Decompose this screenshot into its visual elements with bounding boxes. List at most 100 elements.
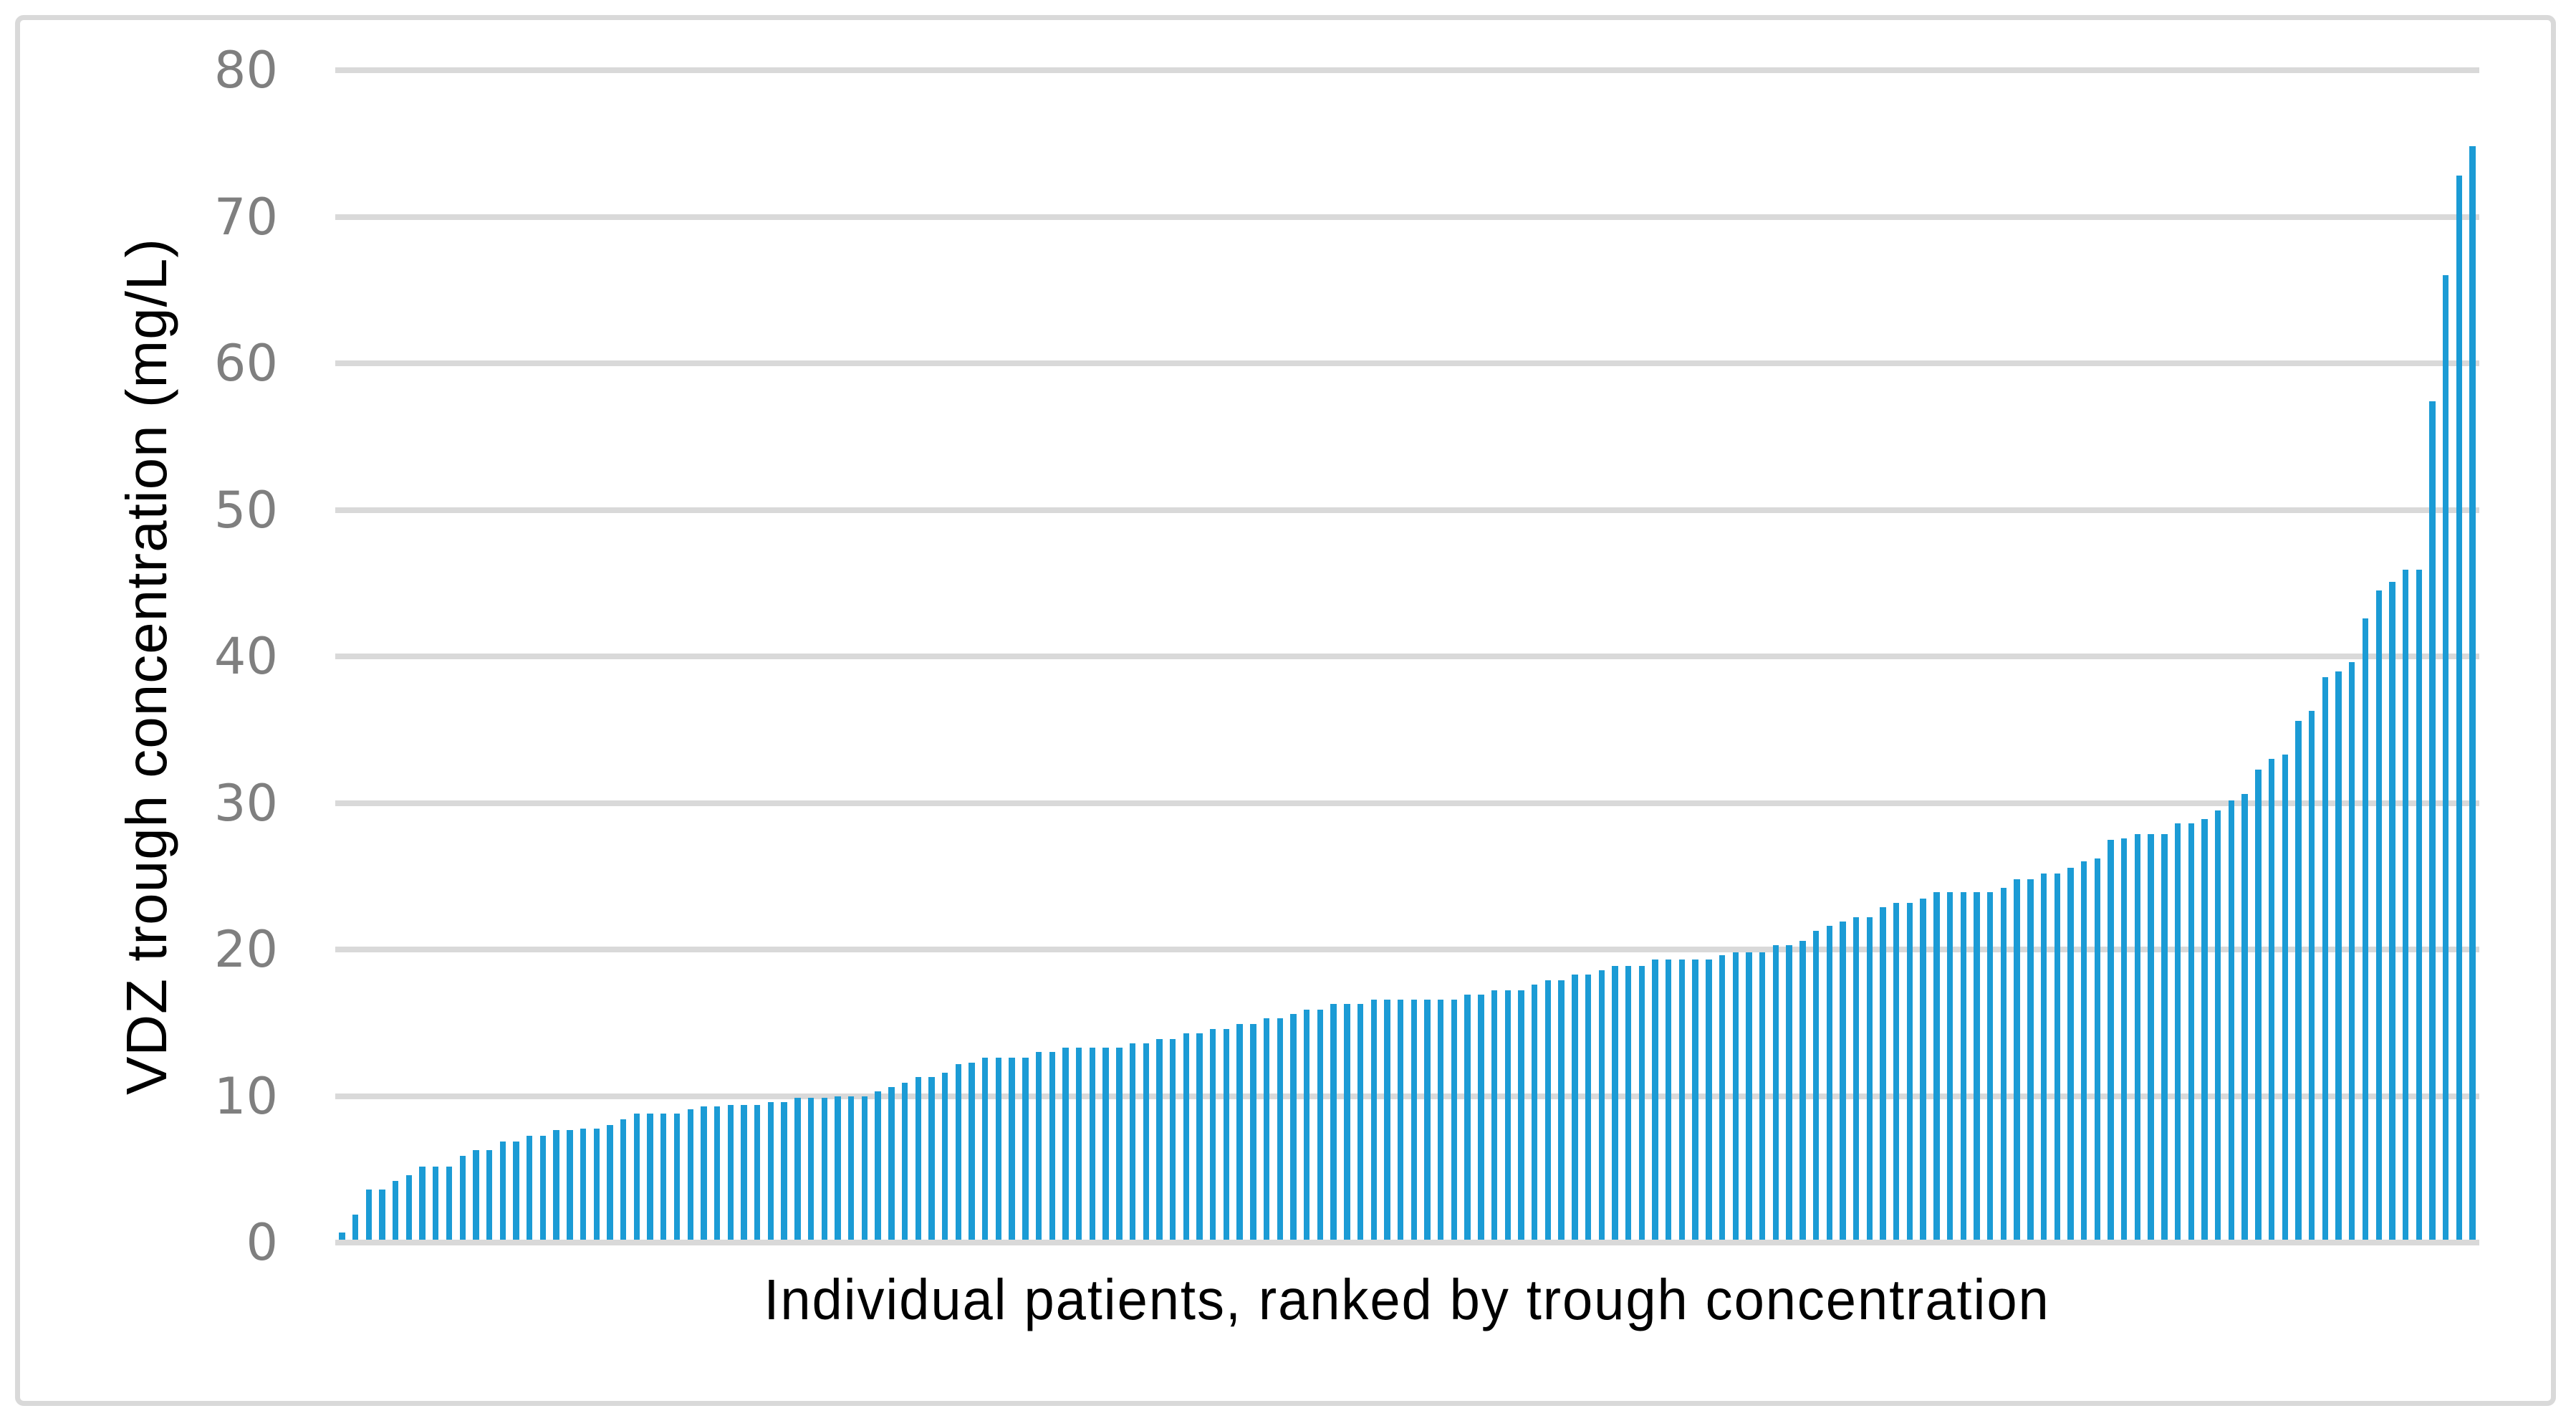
bar-patient-136 — [2148, 833, 2154, 1240]
bar-patient-44 — [915, 1077, 921, 1240]
bar-patient-10 — [459, 1156, 466, 1240]
y-tick-label-10: 10 — [213, 1066, 278, 1126]
bar-patient-104 — [1719, 955, 1726, 1240]
gridline-y-50 — [335, 507, 2479, 513]
bar-patient-93 — [1572, 974, 1578, 1240]
gridline-y-10 — [335, 1093, 2479, 1099]
bar-patient-74 — [1317, 1009, 1324, 1240]
bar-patient-142 — [2228, 800, 2235, 1240]
bar-patient-51 — [1009, 1058, 1015, 1240]
bar-patient-150 — [2335, 671, 2342, 1240]
bar-patient-84 — [1451, 999, 1458, 1240]
bar-patient-106 — [1746, 952, 1752, 1240]
bar-patient-70 — [1263, 1018, 1270, 1240]
bar-patient-58 — [1102, 1048, 1109, 1240]
bar-patient-20 — [593, 1128, 600, 1240]
bar-patient-160 — [2469, 146, 2476, 1240]
bar-patient-41 — [875, 1091, 881, 1240]
figure-border — [15, 15, 2556, 1406]
gridline-y-30 — [335, 800, 2479, 806]
bar-patient-62 — [1156, 1038, 1163, 1240]
bar-patient-36 — [807, 1097, 814, 1240]
bar-patient-61 — [1143, 1043, 1149, 1240]
gridline-y-60 — [335, 360, 2479, 366]
bar-patient-50 — [995, 1058, 1002, 1240]
bar-patient-101 — [1678, 960, 1686, 1240]
bar-patient-111 — [1812, 930, 1820, 1240]
bar-patient-67 — [1223, 1028, 1230, 1240]
bar-patient-69 — [1250, 1024, 1256, 1240]
bar-patient-131 — [2080, 861, 2087, 1240]
bar-patient-92 — [1558, 980, 1565, 1240]
bar-patient-73 — [1304, 1009, 1310, 1240]
bar-patient-22 — [620, 1119, 627, 1240]
y-tick-label-50: 50 — [213, 480, 278, 540]
bar-patient-103 — [1706, 960, 1712, 1240]
bar-patient-122 — [1960, 892, 1966, 1240]
bar-patient-43 — [901, 1083, 908, 1240]
bar-patient-96 — [1612, 965, 1618, 1240]
bar-patient-75 — [1330, 1003, 1337, 1240]
bar-patient-143 — [2241, 794, 2248, 1240]
bar-patient-80 — [1397, 999, 1404, 1240]
bar-patient-2 — [352, 1215, 359, 1240]
bar-patient-118 — [1906, 902, 1913, 1240]
bar-patient-125 — [2000, 888, 2007, 1240]
bar-patient-47 — [955, 1063, 962, 1240]
bar-patient-144 — [2255, 769, 2262, 1240]
gridline-y-0 — [335, 1240, 2479, 1245]
x-axis-title: Individual patients, ranked by trough co… — [764, 1268, 2050, 1331]
bar-patient-23 — [633, 1114, 640, 1240]
bar-patient-123 — [1974, 892, 1980, 1240]
bar-patient-17 — [553, 1129, 559, 1240]
y-tick-label-80: 80 — [213, 41, 278, 100]
bar-patient-117 — [1893, 902, 1900, 1240]
bar-patient-82 — [1424, 999, 1431, 1240]
bar-patient-128 — [2040, 873, 2047, 1240]
bar-patient-97 — [1625, 965, 1632, 1240]
bar-patient-133 — [2108, 839, 2114, 1240]
bar-patient-130 — [2067, 867, 2074, 1240]
bar-patient-28 — [701, 1106, 707, 1240]
bar-patient-56 — [1075, 1048, 1082, 1240]
bar-patient-27 — [687, 1109, 693, 1240]
bar-patient-109 — [1786, 944, 1792, 1240]
bar-patient-119 — [1920, 898, 1926, 1240]
bar-patient-124 — [1987, 892, 1994, 1240]
bar-patient-6 — [405, 1175, 413, 1240]
y-tick-label-60: 60 — [213, 334, 278, 393]
bar-patient-30 — [727, 1104, 734, 1240]
bar-patient-127 — [2027, 879, 2034, 1240]
bar-patient-99 — [1652, 960, 1658, 1240]
y-tick-label-40: 40 — [213, 627, 278, 686]
bar-patient-83 — [1438, 999, 1444, 1240]
bar-patient-159 — [2456, 176, 2463, 1240]
bar-patient-100 — [1666, 960, 1672, 1240]
bar-patient-87 — [1491, 990, 1498, 1240]
bar-patient-25 — [660, 1114, 667, 1240]
bar-patient-38 — [835, 1096, 841, 1240]
bar-patient-120 — [1933, 892, 1940, 1240]
bar-patient-149 — [2322, 676, 2329, 1240]
bar-patient-3 — [365, 1190, 372, 1240]
y-axis-title: VDZ trough concentration (mg/L) — [115, 238, 178, 1095]
bar-patient-113 — [1840, 922, 1846, 1240]
bar-patient-88 — [1504, 990, 1511, 1240]
bar-patient-7 — [419, 1166, 426, 1240]
bar-patient-49 — [982, 1058, 989, 1240]
bar-patient-85 — [1464, 995, 1471, 1240]
y-tick-label-70: 70 — [213, 187, 278, 247]
bar-patient-112 — [1826, 926, 1832, 1240]
bar-patient-121 — [1946, 892, 1953, 1240]
bar-patient-110 — [1799, 940, 1806, 1240]
bar-patient-77 — [1357, 1003, 1364, 1240]
bar-patient-137 — [2161, 833, 2168, 1240]
bar-patient-32 — [754, 1104, 761, 1240]
bar-patient-66 — [1210, 1028, 1216, 1240]
bar-patient-108 — [1772, 944, 1779, 1240]
bar-patient-91 — [1544, 980, 1552, 1240]
bar-patient-78 — [1370, 999, 1377, 1240]
bar-patient-86 — [1478, 995, 1484, 1240]
gridline-y-40 — [335, 654, 2479, 659]
